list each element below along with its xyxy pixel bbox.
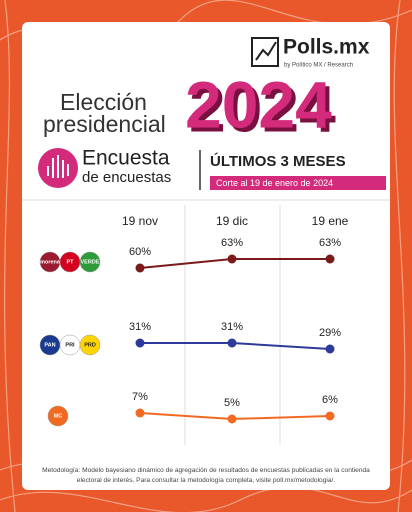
brand: Polls.mx xyxy=(283,36,370,59)
period: ÚLTIMOS 3 MESES xyxy=(210,152,346,170)
point xyxy=(325,344,335,354)
value-label: 29% xyxy=(319,327,341,339)
point xyxy=(325,254,335,264)
point xyxy=(227,254,237,264)
cutoff-box xyxy=(210,176,386,190)
year: 2024 xyxy=(185,67,332,141)
column-label: 19 ene xyxy=(312,214,349,228)
party-logo-text: PRD xyxy=(84,342,96,348)
party-logo-text: morena xyxy=(40,259,61,265)
party-logo-text: PT xyxy=(66,259,74,265)
column-label: 19 nov xyxy=(122,214,158,228)
party-logo-text: PRI xyxy=(65,342,75,348)
point xyxy=(227,338,237,348)
party-logo xyxy=(47,405,69,427)
survey-icon xyxy=(38,148,78,188)
party-logo-text: PAN xyxy=(44,342,55,348)
party-logo xyxy=(79,251,101,273)
title-line1: Elección xyxy=(60,89,147,115)
value-label: 5% xyxy=(224,397,240,409)
survey-line2: de encuestas xyxy=(82,169,171,186)
footer: Metodología: Modelo bayesiano dinámico d… xyxy=(42,467,370,484)
party-logo-text: MC xyxy=(54,413,63,419)
point xyxy=(135,263,145,273)
column-label: 19 dic xyxy=(216,214,248,228)
brand-icon xyxy=(251,37,279,67)
party-logo xyxy=(79,334,101,356)
card xyxy=(22,22,390,490)
value-label: 60% xyxy=(129,246,151,258)
value-label: 6% xyxy=(322,394,338,406)
value-label: 63% xyxy=(319,237,341,249)
point xyxy=(135,408,145,418)
value-label: 63% xyxy=(221,237,243,249)
point xyxy=(135,338,145,348)
value-label: 7% xyxy=(132,391,148,403)
year-shadow: 2024 xyxy=(189,71,336,145)
value-label: 31% xyxy=(129,321,151,333)
title-line2: presidencial xyxy=(43,111,166,137)
brand-sub: by Político MX / Research xyxy=(284,63,353,69)
cutoff: Corte al 19 de enero de 2024 xyxy=(216,178,333,188)
point xyxy=(325,411,335,421)
survey-line1: Encuesta xyxy=(82,147,170,170)
party-logo-text: VERDE xyxy=(81,259,100,265)
value-label: 31% xyxy=(221,321,243,333)
point xyxy=(227,414,237,424)
